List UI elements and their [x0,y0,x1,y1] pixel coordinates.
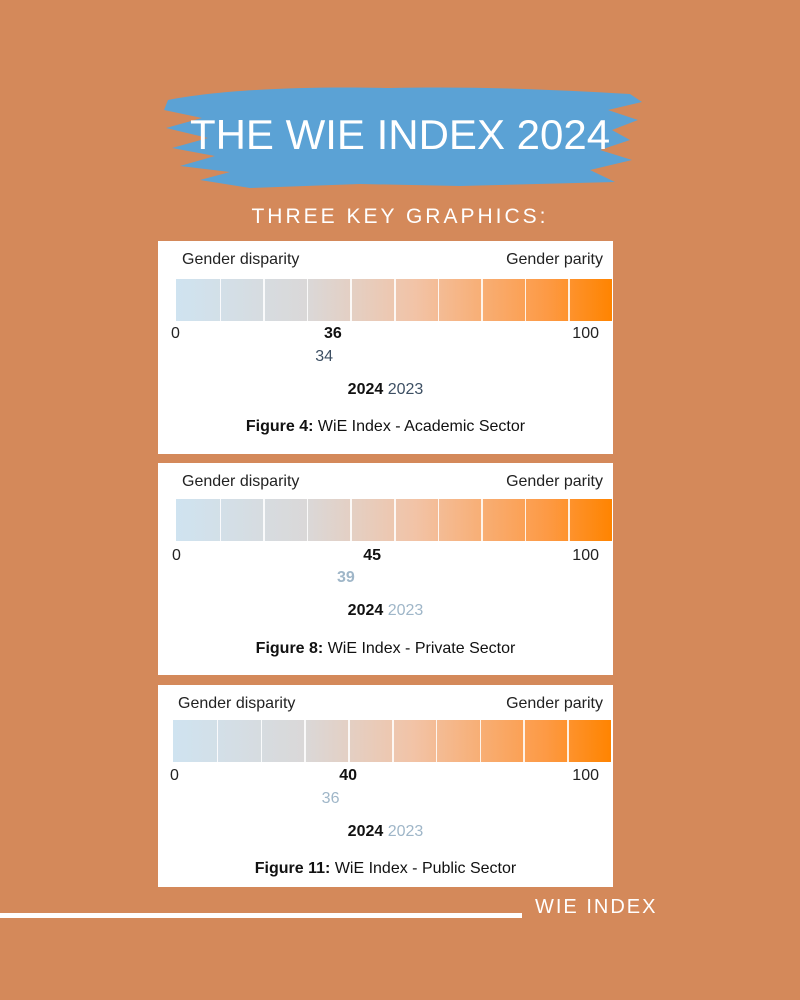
bar-segment-divider [263,279,265,321]
legend-2024: 2024 [347,381,384,398]
page-subtitle: THREE KEY GRAPHICS: [251,205,549,228]
bar-segment-divider [350,279,352,321]
bar-segment-divider [481,499,483,541]
page-title: THE WIE INDEX 2024 [189,111,611,158]
bar-segment-divider [306,279,309,321]
legend-2024: 2024 [347,602,384,619]
scale-max-label: 100 [572,767,599,784]
value-2023: 34 [315,348,334,365]
index-gradient-bar [173,720,611,762]
gender-disparity-label: Gender disparity [182,473,300,490]
bar-segment-divider [394,279,396,321]
chart-card-private: Gender disparity Gender parity 0 100 45 … [158,463,613,675]
bar-segment-divider [263,499,265,541]
legend-2023: 2023 [387,602,424,619]
value-2024: 40 [339,767,357,784]
value-2024: 36 [323,325,342,342]
legend-2023: 2023 [387,381,424,398]
gender-parity-label: Gender parity [506,473,603,490]
figure-caption: Figure 11: WiE Index - Public Sector [158,860,613,878]
bar-segment-divider [524,499,527,541]
figure-caption: Figure 4: WiE Index - Academic Sector [158,418,613,436]
caption-figure-number: Figure 8: [255,640,324,657]
gender-disparity-label: Gender disparity [178,695,296,712]
bar-segment-divider [437,279,440,321]
scale-max-label: 100 [572,547,599,564]
year-legend: 2024 2023 [158,602,613,620]
bar-segment-divider [524,279,527,321]
year-legend: 2024 2023 [158,381,613,399]
bar-segment-divider [216,720,219,762]
bar-segment-divider [260,720,263,762]
scale-min-label: 0 [171,325,180,342]
bar-segment-divider [479,720,482,762]
bar-segment-divider [348,720,350,762]
figure-caption: Figure 8: WiE Index - Private Sector [158,640,613,658]
bar-segment-divider [523,720,525,762]
scale-max-label: 100 [572,325,599,342]
bar-segment-divider [219,499,222,541]
bar-segment-divider [568,499,570,541]
caption-text: WiE Index - Private Sector [327,640,516,657]
brush-stroke-banner [164,87,642,188]
chart-card-academic: Gender disparity Gender parity 0 100 36 … [158,241,613,454]
footer-rule [0,913,522,918]
value-2023: 39 [337,569,355,586]
chart-card-public: Gender disparity Gender parity 0 100 40 … [158,685,613,887]
bar-segment-divider [306,499,309,541]
bar-segment-divider [437,499,440,541]
legend-2023: 2023 [387,823,424,840]
bar-segment-divider [435,720,438,762]
bar-segment-divider [350,499,352,541]
footer-label: WIE INDEX [535,896,658,918]
bar-segment-divider [392,720,394,762]
bar-segment-divider [394,499,396,541]
gender-parity-label: Gender parity [506,251,603,268]
index-gradient-bar [176,499,612,541]
bar-segment-divider [219,279,222,321]
scale-min-label: 0 [170,767,179,784]
gender-parity-label: Gender parity [506,695,603,712]
caption-text: WiE Index - Public Sector [334,860,517,877]
year-legend: 2024 2023 [158,823,613,841]
scale-min-label: 0 [172,547,181,564]
bar-segment-divider [568,279,570,321]
caption-figure-number: Figure 11: [254,860,331,877]
value-2024: 45 [363,547,381,564]
bar-segment-divider [304,720,306,762]
legend-2024: 2024 [347,823,384,840]
index-gradient-bar [176,279,612,321]
value-2023: 36 [321,790,340,807]
caption-text: WiE Index - Academic Sector [317,418,526,435]
caption-figure-number: Figure 4: [245,418,314,435]
bar-segment-divider [567,720,569,762]
bar-segment-divider [481,279,483,321]
gender-disparity-label: Gender disparity [182,251,300,268]
